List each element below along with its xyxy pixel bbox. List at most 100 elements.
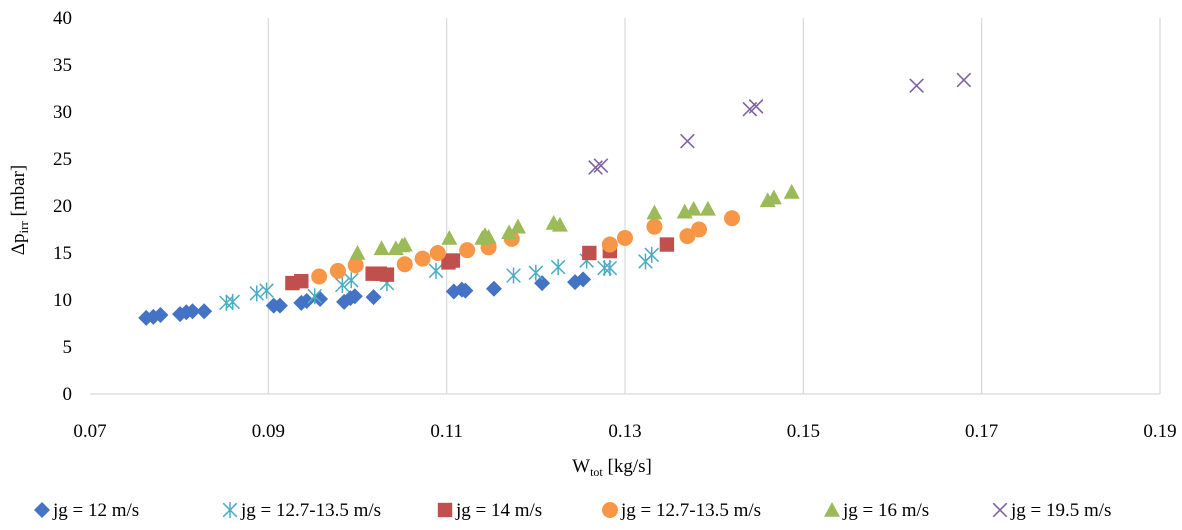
legend-label: jg = 19.5 m/s bbox=[1010, 500, 1111, 521]
data-point bbox=[528, 264, 544, 281]
data-point bbox=[445, 253, 461, 268]
data-point bbox=[680, 133, 695, 149]
data-point bbox=[909, 78, 924, 94]
data-point bbox=[748, 98, 764, 114]
data-point bbox=[506, 267, 521, 284]
x-tick-label: 0.13 bbox=[608, 421, 641, 442]
data-point bbox=[457, 282, 474, 299]
data-point bbox=[582, 245, 597, 261]
data-point bbox=[459, 242, 476, 259]
data-point bbox=[593, 158, 609, 173]
legend-marker bbox=[437, 502, 453, 518]
data-point bbox=[501, 224, 518, 240]
y-axis-ticks: 0 5 10 15 20 25 30 35 40 bbox=[53, 8, 72, 405]
y-tick-label: 15 bbox=[53, 243, 72, 264]
data-point bbox=[646, 204, 663, 220]
data-point bbox=[956, 72, 972, 88]
x-tick-label: 0.15 bbox=[787, 421, 820, 442]
x-axis-label-sub: tot bbox=[590, 465, 603, 479]
y-axis-label-sub: irr bbox=[16, 221, 31, 234]
data-point bbox=[685, 200, 702, 216]
data-point bbox=[534, 275, 551, 292]
y-axis-label-unit: [mbar] bbox=[8, 165, 29, 221]
data-point bbox=[617, 229, 633, 246]
data-point bbox=[225, 293, 240, 310]
y-tick-label: 25 bbox=[53, 149, 72, 170]
data-point bbox=[343, 272, 359, 289]
legend-item: jg = 14 m/s bbox=[437, 500, 542, 521]
x-axis-label-unit: [kg/s] bbox=[603, 456, 652, 477]
data-point bbox=[428, 262, 444, 279]
data-point bbox=[679, 228, 696, 245]
y-tick-label: 20 bbox=[53, 196, 72, 217]
data-point bbox=[510, 218, 526, 234]
legend-marker bbox=[34, 502, 50, 518]
legend-item: jg = 12 m/s bbox=[34, 500, 139, 521]
x-axis-ticks: 0.07 0.09 0.11 0.13 0.15 0.17 0.19 bbox=[73, 421, 1176, 442]
data-point bbox=[196, 303, 213, 320]
data-point bbox=[271, 297, 288, 314]
data-point bbox=[551, 216, 568, 232]
y-tick-label: 30 bbox=[53, 102, 72, 123]
data-point bbox=[184, 303, 201, 320]
data-point bbox=[249, 285, 265, 302]
y-tick-label: 10 bbox=[53, 290, 72, 311]
data-point bbox=[601, 236, 618, 253]
data-point bbox=[152, 307, 169, 324]
y-axis-label: Δpirr [mbar] bbox=[8, 165, 31, 255]
series-6 bbox=[588, 72, 972, 175]
x-tick-label: 0.11 bbox=[430, 421, 463, 442]
series-4 bbox=[311, 210, 740, 285]
data-point bbox=[575, 271, 592, 288]
series-3 bbox=[285, 237, 675, 291]
grid-lines bbox=[267, 18, 1161, 394]
data-point bbox=[335, 276, 350, 293]
legend-item: jg = 19.5 m/s bbox=[992, 500, 1111, 521]
data-point bbox=[349, 245, 366, 260]
data-point bbox=[429, 245, 446, 261]
data-point bbox=[396, 236, 413, 252]
series-5 bbox=[349, 183, 800, 260]
legend-label: jg = 12 m/s bbox=[52, 500, 139, 521]
legend: jg = 12 m/s jg = 12.7-13.5 m/s jg = 14 m/s… bbox=[34, 500, 1111, 521]
series-1 bbox=[138, 271, 592, 326]
x-tick-label: 0.09 bbox=[252, 421, 285, 442]
legend-marker bbox=[602, 502, 618, 518]
data-point bbox=[659, 237, 675, 252]
data-point bbox=[441, 229, 458, 245]
y-tick-label: 35 bbox=[53, 55, 72, 76]
x-tick-label: 0.07 bbox=[73, 421, 106, 442]
legend-item: jg = 12.7-13.5 m/s bbox=[222, 500, 381, 521]
data-point bbox=[307, 288, 323, 305]
legend-marker bbox=[222, 502, 238, 518]
legend-item: jg = 16 m/s bbox=[824, 500, 929, 521]
data-point bbox=[311, 268, 328, 285]
x-axis-label-main: W bbox=[572, 456, 590, 477]
data-point bbox=[588, 160, 603, 175]
legend-label: jg = 14 m/s bbox=[455, 500, 542, 521]
data-point bbox=[294, 274, 309, 289]
data-point bbox=[365, 289, 382, 306]
y-tick-label: 0 bbox=[63, 384, 73, 405]
legend-label: jg = 12.7-13.5 m/s bbox=[620, 500, 761, 521]
data-point bbox=[691, 221, 708, 238]
data-point bbox=[765, 189, 782, 205]
data-point bbox=[480, 229, 497, 244]
data-point bbox=[724, 210, 740, 227]
series-2 bbox=[219, 246, 660, 311]
x-tick-label: 0.19 bbox=[1143, 421, 1176, 442]
data-point bbox=[644, 246, 660, 263]
x-axis-label: Wtot [kg/s] bbox=[572, 456, 652, 479]
data-point bbox=[646, 218, 663, 235]
data-point bbox=[346, 288, 363, 305]
data-point bbox=[602, 260, 618, 277]
legend-label: jg = 16 m/s bbox=[842, 500, 929, 521]
data-point bbox=[298, 292, 315, 309]
data-point bbox=[414, 250, 431, 267]
data-point bbox=[373, 240, 390, 256]
data-point bbox=[329, 262, 346, 279]
data-point bbox=[783, 183, 800, 199]
data-point bbox=[550, 259, 566, 276]
x-tick-label: 0.17 bbox=[965, 421, 998, 442]
